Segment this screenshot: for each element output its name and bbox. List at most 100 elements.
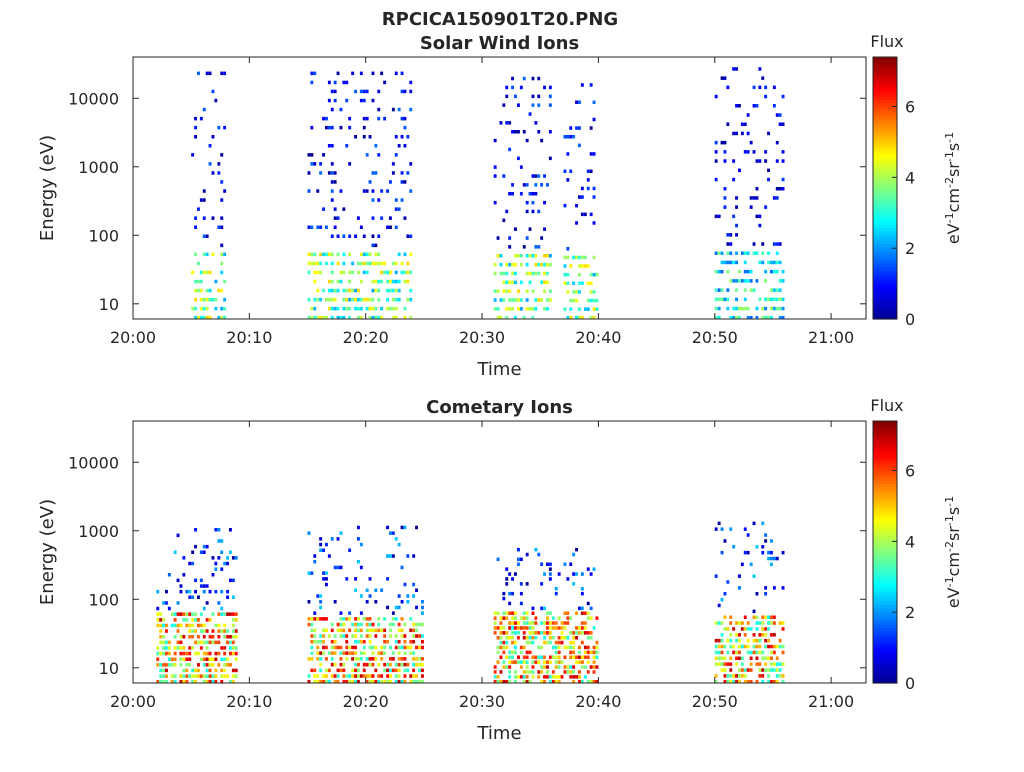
heat-cell: [316, 297, 320, 302]
heat-cell: [525, 552, 529, 557]
heat-cell: [496, 254, 500, 258]
heat-cell: [749, 205, 753, 209]
heat-cell: [575, 636, 578, 640]
heat-cell: [778, 122, 782, 126]
heat-cell: [359, 279, 363, 284]
heat-cell: [592, 195, 596, 199]
heat-cell: [531, 640, 535, 645]
heat-cell: [726, 662, 730, 666]
heat-cell: [362, 125, 366, 130]
heat-cell: [770, 306, 773, 311]
heat-cell: [220, 180, 224, 184]
heat-cell: [351, 288, 355, 293]
heat-cell: [714, 306, 718, 311]
heat-cell: [377, 316, 381, 320]
heat-cell: [543, 85, 546, 90]
heat-cell: [342, 270, 346, 275]
heat-cell: [223, 316, 227, 320]
heat-cell: [211, 657, 215, 661]
heat-cell: [229, 612, 232, 616]
heat-cell: [310, 645, 314, 650]
heat-cell: [307, 252, 311, 257]
heat-cell: [569, 264, 573, 268]
heat-cell: [377, 651, 381, 655]
heat-cell: [738, 638, 741, 643]
heat-cell: [205, 270, 209, 275]
heat-cell: [348, 617, 352, 621]
heat-cell: [499, 254, 503, 258]
heat-cell: [307, 622, 311, 627]
heat-cell: [316, 657, 320, 661]
heat-cell: [327, 252, 331, 257]
colorbar-segment: [873, 627, 897, 632]
heat-cell: [499, 670, 503, 674]
heat-cell: [394, 207, 398, 211]
heat-cell: [566, 670, 570, 674]
heat-cell: [595, 298, 599, 303]
heat-cell: [327, 634, 331, 638]
heat-cell: [167, 663, 171, 667]
heat-cell: [202, 623, 206, 628]
heat-cell: [522, 655, 526, 659]
heat-cell: [517, 621, 520, 625]
heat-cell: [359, 611, 363, 615]
heat-cell: [348, 611, 352, 615]
heat-cell: [211, 556, 215, 560]
heat-cell: [357, 216, 360, 220]
heat-cell: [557, 640, 561, 645]
colorbar-segment: [873, 525, 897, 530]
heat-cell: [202, 680, 206, 684]
heat-cell: [194, 216, 197, 220]
heat-cell: [357, 662, 360, 667]
heat-cell: [325, 577, 328, 581]
heat-cell: [729, 621, 733, 625]
heat-cell: [578, 307, 581, 311]
heat-cell: [729, 674, 733, 678]
heat-cell: [188, 674, 192, 678]
heat-cell: [764, 205, 768, 209]
heat-cell: [578, 272, 581, 277]
heat-cell: [534, 254, 538, 258]
heat-cell: [522, 645, 526, 650]
heat-cell: [560, 631, 564, 635]
heat-cell: [511, 183, 514, 187]
heat-cell: [202, 606, 206, 611]
heat-cell: [519, 645, 523, 650]
heat-cell: [197, 595, 200, 599]
heat-cell: [548, 621, 552, 625]
heat-cell: [316, 594, 320, 598]
colorbar-segment: [873, 135, 897, 140]
heat-cell: [537, 262, 541, 267]
heat-cell: [770, 644, 773, 649]
heat-cell: [205, 640, 209, 645]
heat-cell: [502, 174, 506, 178]
colorbar-segment: [873, 637, 897, 642]
heat-cell: [551, 621, 555, 625]
heat-cell: [345, 634, 349, 638]
heat-cell: [735, 656, 738, 660]
heat-cell: [220, 153, 224, 157]
heat-cell: [540, 655, 544, 659]
heat-cell: [720, 656, 724, 660]
heat-cell: [197, 316, 200, 320]
colorbar-segment: [873, 93, 897, 97]
heat-cell: [365, 189, 369, 193]
heat-cell: [310, 225, 314, 229]
heat-cell: [758, 159, 762, 163]
heat-cell: [313, 554, 317, 558]
heat-cell: [220, 539, 224, 543]
heat-cell: [717, 521, 721, 526]
heat-cell: [740, 122, 744, 126]
heat-cell: [717, 214, 721, 219]
heat-cell: [310, 306, 314, 311]
heat-cell: [391, 651, 395, 655]
heat-cell: [519, 254, 523, 258]
heat-cell: [514, 650, 517, 655]
heat-cell: [508, 680, 512, 684]
x-tick-label: 20:40: [575, 328, 621, 347]
heat-cell: [595, 680, 599, 684]
heat-cell: [511, 192, 514, 196]
heat-cell: [310, 261, 314, 266]
heat-cell: [394, 634, 398, 638]
heat-cell: [502, 103, 506, 107]
